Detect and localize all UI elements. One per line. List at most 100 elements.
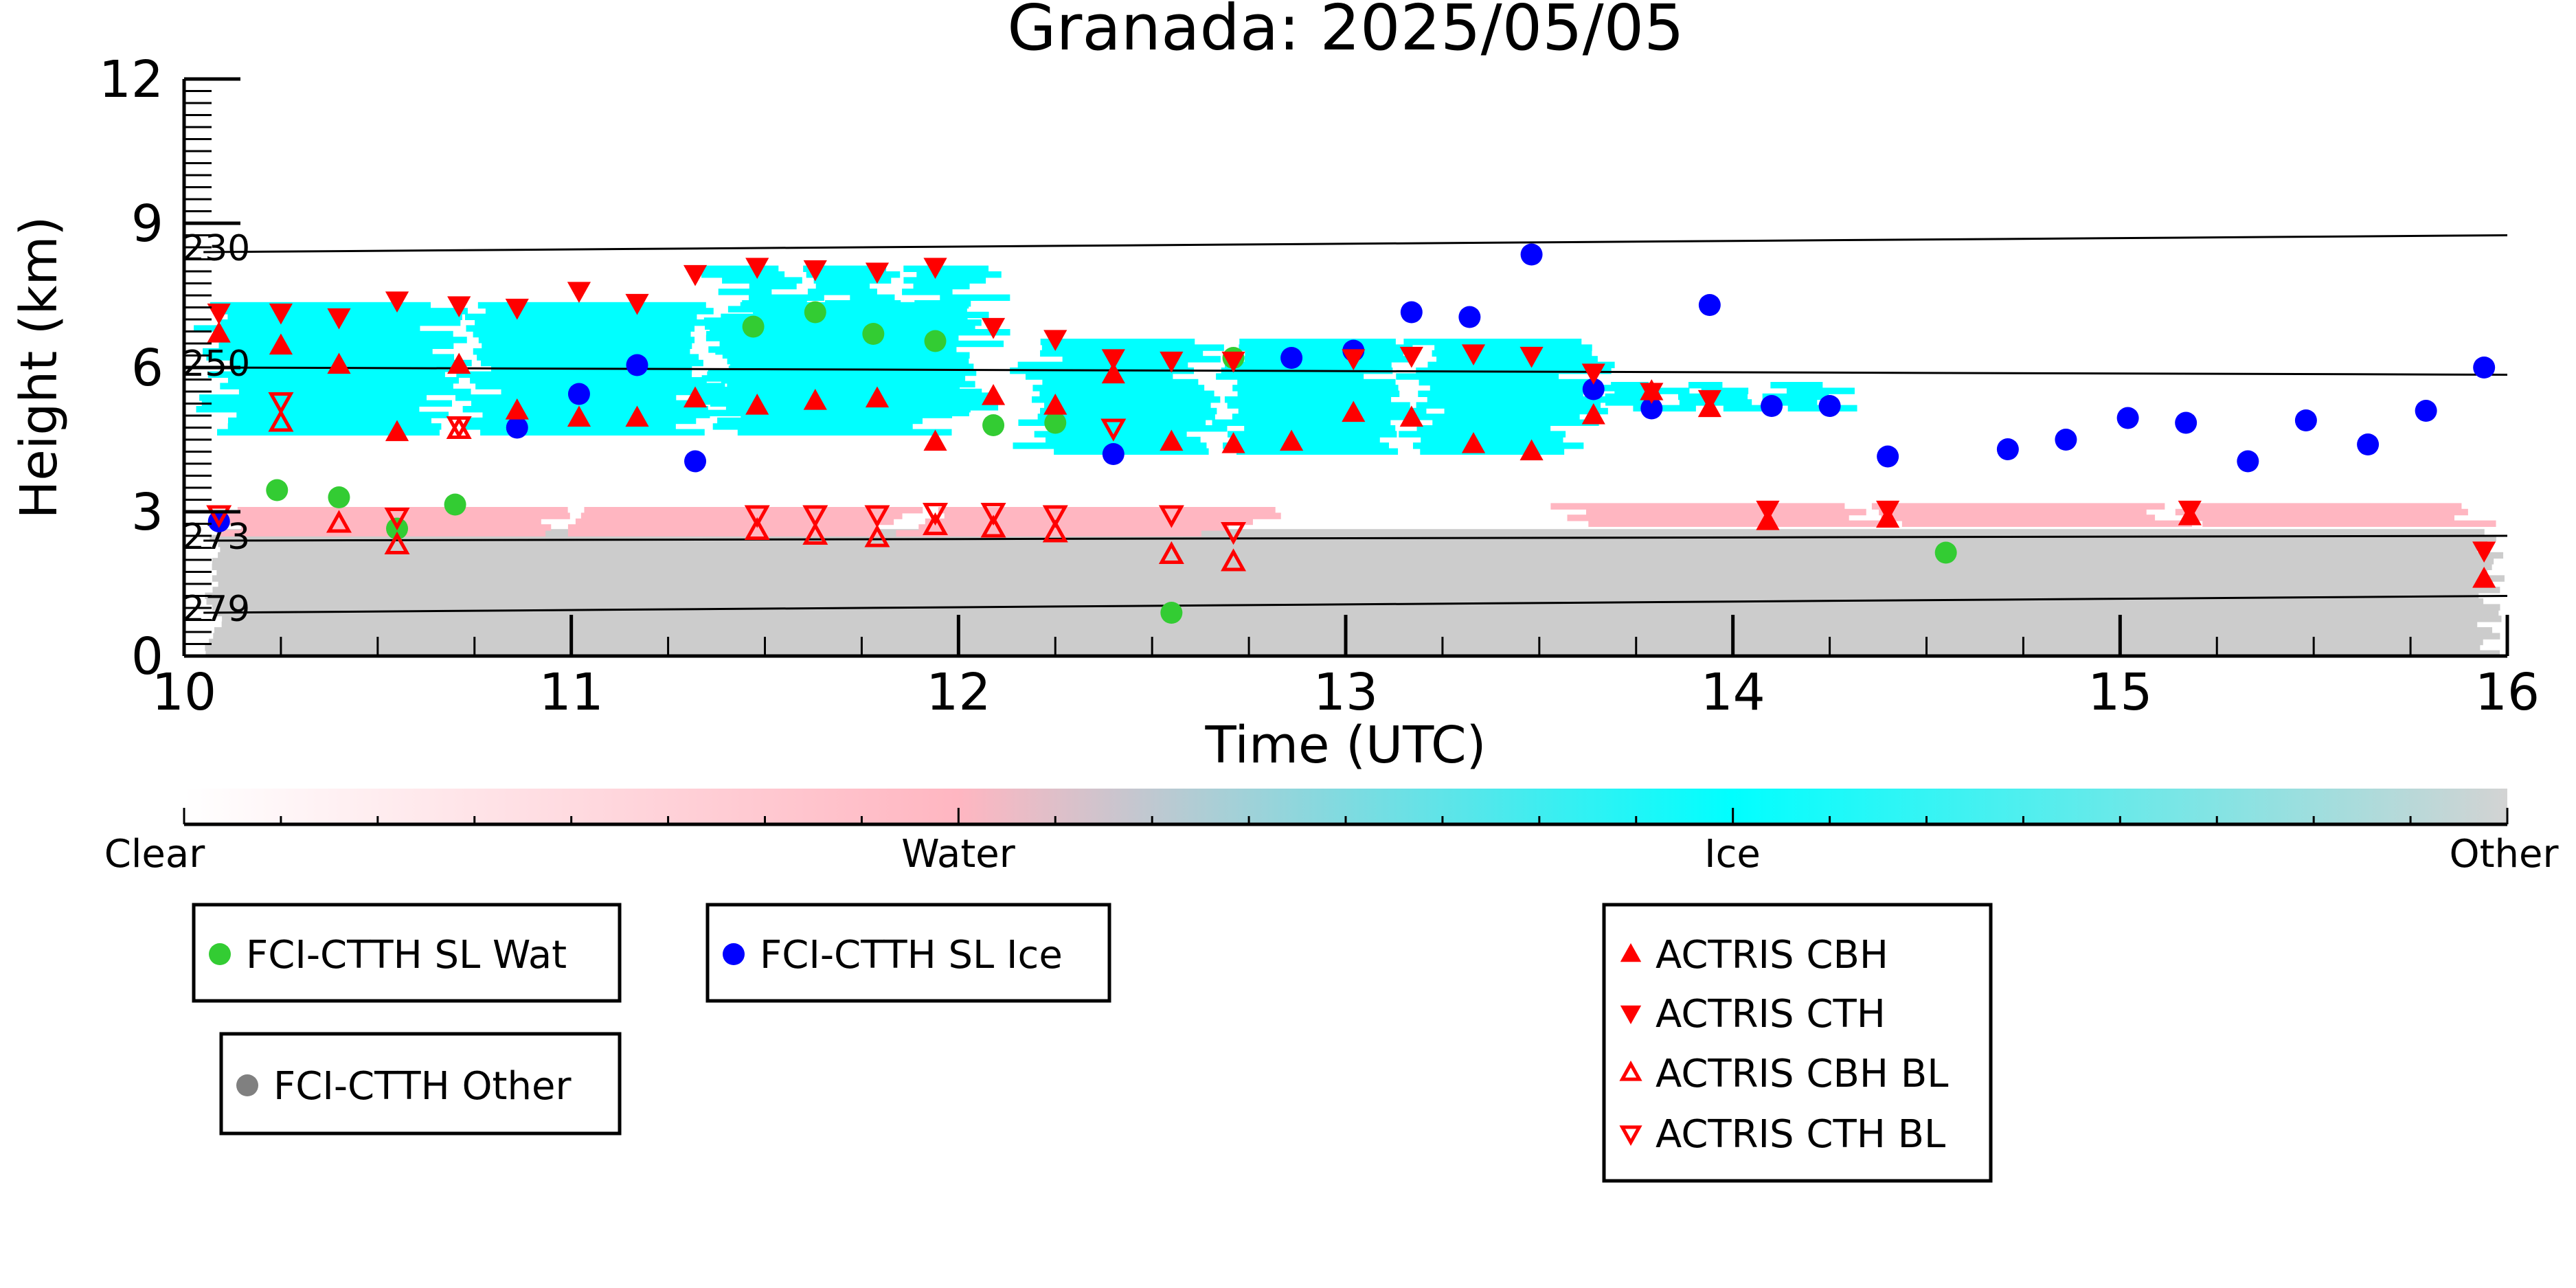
data-point	[1102, 443, 1125, 465]
data-point	[1042, 505, 1068, 528]
data-point	[268, 392, 294, 416]
data-point	[625, 405, 649, 427]
data-point	[745, 394, 769, 415]
cloud-cell	[902, 289, 953, 295]
cloud-cell	[703, 317, 783, 324]
cloud-cell	[477, 354, 699, 361]
cloud-cell	[718, 289, 772, 295]
legend-box-ice	[705, 903, 1111, 1003]
cloud-cell	[575, 518, 894, 526]
cloud-cell	[218, 330, 453, 338]
data-point	[1582, 378, 1605, 400]
cloud-cell	[841, 311, 914, 319]
cloud-cell	[212, 575, 2505, 582]
cloud-cell	[1586, 508, 1866, 516]
data-point	[269, 333, 293, 355]
isotherm-line	[203, 595, 2508, 614]
cloud-cell	[1039, 390, 1214, 397]
cloud-cell	[1414, 414, 1580, 420]
cloud-cell	[693, 265, 779, 272]
cloud-cell	[923, 340, 1004, 348]
data-point	[744, 505, 770, 528]
cloud-cell	[1046, 436, 1201, 444]
cloud-cell	[909, 329, 1010, 336]
cloud-cell	[705, 335, 766, 341]
cloud-cell	[727, 306, 778, 313]
legend-box-wat	[192, 903, 622, 1003]
cloud-cell	[567, 524, 877, 531]
data-point	[1756, 500, 1780, 522]
y-tick-label: 12	[99, 50, 163, 109]
data-point	[1160, 429, 1184, 451]
cloud-cell	[238, 388, 471, 396]
cloud-cell	[1037, 414, 1215, 420]
data-point	[2178, 500, 2202, 522]
data-point	[804, 301, 826, 324]
legend-marker-wat	[209, 943, 231, 965]
cloud-cell	[218, 530, 546, 536]
cloud-cell	[1244, 356, 1415, 363]
cloud-cell	[721, 313, 959, 320]
cloud-cell	[466, 325, 695, 332]
cloud-cell	[1041, 344, 1224, 351]
cloud-cell	[1550, 503, 1845, 510]
cloud-cell	[456, 371, 692, 378]
cloud-cell	[1239, 339, 1396, 346]
cloud-cell	[1567, 515, 1849, 521]
cloud-cell	[1059, 425, 1228, 432]
isotherm-line	[203, 366, 2508, 376]
cloud-cell	[708, 346, 771, 353]
cloud-cell	[730, 363, 804, 370]
cloud-cell	[196, 406, 420, 413]
cloud-cell	[909, 363, 974, 370]
cloud-cell	[722, 352, 780, 359]
data-point	[1697, 389, 1721, 411]
cloud-cell	[1418, 390, 1583, 397]
legend-label: ACTRIS CBH BL	[1656, 1052, 1948, 1096]
cloud-cell	[475, 383, 725, 389]
series-actris-cth	[207, 258, 2496, 563]
cloud-cell	[803, 265, 887, 272]
x-axis-label: Time (UTC)	[1204, 716, 1486, 775]
cloud-cell	[819, 358, 863, 365]
cloud-cell	[804, 409, 884, 416]
cloud-cell	[806, 271, 901, 278]
data-point	[982, 414, 1005, 436]
data-point	[922, 512, 949, 535]
cloud-cell	[1237, 379, 1396, 386]
cloud-cell	[817, 404, 905, 411]
cloud-cell	[1227, 402, 1410, 409]
data-point	[505, 298, 529, 320]
cloud-cell	[915, 404, 999, 411]
cloud-cell	[1427, 361, 1615, 368]
cloud-cell	[1879, 508, 2147, 516]
colorbar-label: Clear	[104, 832, 205, 877]
cloud-cell	[1224, 396, 1392, 403]
data-point	[1043, 330, 1067, 351]
cloud-cell	[708, 369, 791, 376]
data-point	[384, 531, 410, 554]
data-point	[327, 308, 351, 330]
cloud-cell	[214, 627, 2493, 634]
data-point	[1458, 306, 1481, 328]
cloud-cell	[1762, 393, 1829, 400]
cloud-cell	[212, 558, 2494, 565]
cloud-cell	[470, 377, 707, 384]
x-tick-label: 15	[2088, 663, 2152, 722]
cloud-cell	[236, 411, 449, 418]
cloud-cell	[1419, 379, 1590, 386]
data-point	[1342, 349, 1366, 370]
data-point	[2357, 433, 2380, 455]
data-point	[1101, 362, 1125, 384]
cloud-cell	[205, 592, 2479, 599]
cloud-cell	[944, 512, 1281, 519]
cloud-cell	[462, 406, 708, 413]
cloud-cell	[1434, 344, 1592, 351]
cloud-cell	[893, 375, 966, 382]
series-actris-cth-bl	[206, 392, 1247, 545]
cloud-cell	[218, 552, 2504, 559]
legend-label: ACTRIS CTH BL	[1656, 1112, 1945, 1157]
cloud-cell	[742, 300, 807, 307]
y-tick-label: 9	[131, 194, 163, 253]
